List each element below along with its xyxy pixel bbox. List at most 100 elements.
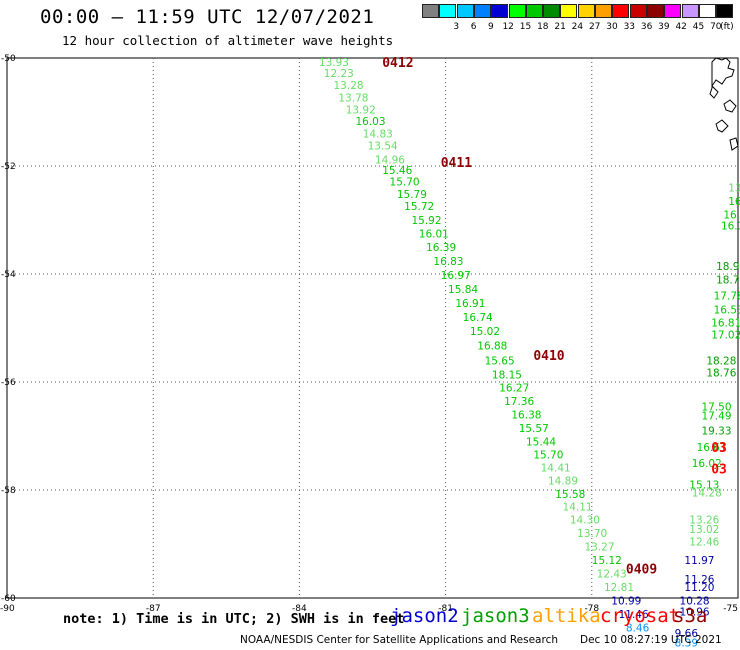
swh-value-label: 17.78 [714, 291, 740, 303]
swh-value-label: 13.27 [584, 542, 614, 554]
color-swatch-label: 21 [554, 22, 566, 32]
color-swatch-label: 45 [692, 22, 705, 32]
swh-value-label: 18.98 [716, 261, 740, 273]
color-swatch [456, 4, 474, 18]
chart-subtitle: 12 hour collection of altimeter wave hei… [62, 33, 394, 48]
swh-value-label: 16.97 [441, 270, 471, 282]
swh-value-label: 17.50 [701, 401, 731, 413]
swh-value-label: 16.81 [711, 318, 740, 330]
coastline-path [715, 119, 729, 133]
swh-value-label: 10.96 [680, 607, 710, 619]
color-swatch-label: 36 [640, 22, 653, 32]
swh-value-label: 13.93 [319, 57, 349, 69]
color-swatch [716, 4, 734, 18]
swh-value-label: 16. [723, 210, 740, 222]
swh-value-label: 16.27 [499, 382, 529, 394]
swh-value-label: 16.83 [433, 256, 463, 268]
color-swatch-label: 42 [675, 22, 687, 32]
swh-value-label: 18.15 [492, 369, 522, 381]
color-swatch [439, 4, 457, 18]
color-swatch [525, 4, 543, 18]
swh-value-label: 16.61 [697, 442, 727, 454]
color-swatch-label: 30 [606, 22, 618, 32]
y-tick-label: -50 [1, 54, 16, 64]
y-tick-label: -54 [1, 270, 16, 280]
swh-value-label: 13.70 [577, 528, 607, 540]
y-tick-label: -60 [1, 594, 16, 604]
pass-time-label: 03 [711, 462, 727, 477]
swh-value-label: 18.76 [706, 367, 736, 379]
swh-value-label: 17.49 [701, 410, 731, 422]
swh-value-label: 17.36 [504, 396, 534, 408]
swh-value-label: 15.13 [689, 480, 719, 492]
swh-value-label: 11.20 [684, 582, 714, 594]
swh-value-label: 16.74 [463, 312, 493, 324]
swh-value-label: 12.46 [689, 536, 719, 548]
swh-value-label: 11.46 [619, 609, 649, 621]
swh-value-label: 14.11 [563, 502, 593, 514]
swh-value-label: 15.02 [470, 326, 500, 338]
pass-time-label: 0411 [441, 156, 472, 171]
swh-value-label: 13. [728, 183, 740, 195]
swh-value-label: 16.03 [355, 116, 385, 128]
swh-value-label: 9.66 [675, 628, 699, 640]
swh-value-label: 13.02 [689, 524, 719, 536]
swh-value-label: 10.28 [680, 596, 710, 608]
color-swatch-label: 24 [571, 22, 584, 32]
swh-value-label: 16.53 [714, 305, 740, 317]
swh-value-label: 11.97 [684, 555, 714, 567]
coastline-path [723, 99, 737, 113]
color-swatch-label: 12 [502, 22, 514, 32]
satellite-label-cryosat: cryosat [600, 605, 681, 627]
satellite-label-s3a: s3a [673, 605, 708, 627]
coastline-path [729, 137, 739, 151]
color-swatch-label: 6 [470, 22, 477, 32]
swh-value-label: 14.41 [541, 462, 571, 474]
pass-time-label: 0412 [382, 56, 413, 71]
x-tick-label: -90 [0, 604, 15, 614]
swh-value-label: 16.39 [426, 242, 456, 254]
swh-value-label: 8.39 [675, 637, 698, 649]
color-swatch [595, 4, 612, 18]
y-tick-label: -52 [1, 162, 16, 172]
color-swatch-label: 70 [710, 22, 722, 32]
color-scale-unit: (ft) [720, 22, 734, 32]
swh-value-label: 14.83 [363, 129, 393, 141]
color-swatch [664, 4, 682, 18]
swh-value-label: 13.54 [368, 140, 398, 152]
swh-value-label: 15.44 [526, 436, 556, 448]
swh-value-label: 16.01 [419, 229, 449, 241]
swh-value-label: 15.58 [555, 489, 585, 501]
color-swatch [612, 4, 630, 18]
color-swatch [422, 4, 439, 18]
color-swatch-label: 3 [453, 22, 460, 32]
swh-value-label: 18.72 [716, 274, 740, 286]
chart-title: 00:00 – 11:59 UTC 12/07/2021 [40, 6, 375, 28]
color-swatch [646, 4, 664, 18]
swh-value-label: 14.89 [548, 475, 578, 487]
x-tick-label: -84 [292, 604, 307, 614]
color-swatch [577, 4, 595, 18]
swh-value-label: 13.26 [689, 515, 719, 527]
swh-value-label: 15.72 [404, 201, 434, 213]
pass-time-label: 03 [711, 441, 727, 456]
color-swatch-label: 39 [658, 22, 670, 32]
color-swatch [698, 4, 716, 18]
swh-value-label: 16.91 [455, 298, 485, 310]
color-swatch-label: 15 [519, 22, 532, 32]
x-tick-label: -87 [146, 604, 161, 614]
color-swatch [491, 4, 509, 18]
swh-value-label: 15.79 [397, 189, 427, 201]
color-swatch [681, 4, 699, 18]
swh-value-label: 16.88 [477, 340, 507, 352]
color-swatch [508, 4, 526, 18]
generated-timestamp: Dec 10 08:27:19 UTC 2021 [580, 634, 722, 646]
swh-value-label: 17.02 [711, 329, 740, 341]
swh-value-label: 16.02 [692, 458, 722, 470]
swh-value-label: 12.43 [597, 569, 627, 581]
swh-value-label: 16.38 [511, 409, 541, 421]
swh-value-label: 10.99 [611, 596, 641, 608]
color-swatch-label: 9 [488, 22, 494, 32]
swh-value-label: 15.84 [448, 284, 478, 296]
